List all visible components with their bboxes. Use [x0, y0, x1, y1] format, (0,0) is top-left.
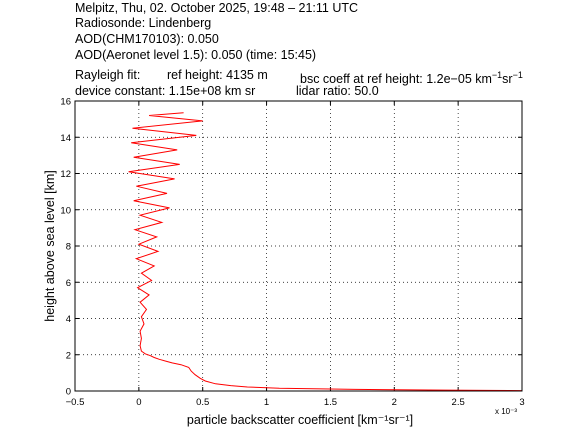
x-axis-multiplier: x 10⁻³: [495, 407, 517, 416]
x-tick-label: 3: [519, 397, 524, 408]
x-tick-label: −0.5: [66, 397, 85, 408]
y-tick-label: 14: [60, 133, 71, 144]
unit-sr-exponent: −1: [512, 70, 523, 80]
unit-sr: sr: [502, 72, 513, 87]
bsc-coeff-label: bsc coeff at ref height: 1.2e−05 km−1sr−…: [300, 68, 523, 87]
series-group: [128, 112, 523, 392]
y-tick-label: 0: [66, 387, 71, 398]
title-location-date: Melpitz, Thu, 02. October 2025, 19:48 – …: [75, 1, 359, 15]
x-tick-label: 0.5: [196, 397, 209, 408]
x-axis-label: particle backscatter coefficient [km⁻¹sr…: [187, 413, 413, 427]
y-tick-label: 8: [66, 242, 71, 253]
x-tick-label: 1: [264, 397, 269, 408]
device-constant-label: device constant: 1.15e+08 km sr: [75, 84, 256, 98]
y-tick-label: 2: [66, 350, 71, 361]
lidar-ratio-label: lidar ratio: 50.0: [296, 84, 379, 98]
y-axis-label: height above sea level [km]: [43, 170, 57, 321]
aod-chm-label: AOD(CHM170103): 0.050: [75, 32, 219, 46]
rayleigh-fit-label: Rayleigh fit:: [75, 68, 141, 82]
y-tick-label: 4: [66, 314, 71, 325]
y-tick-label: 6: [66, 278, 71, 289]
unit-km-exponent: −1: [491, 70, 503, 80]
y-tick-label: 10: [60, 205, 71, 216]
grid-lines: [75, 101, 522, 391]
y-tick-label: 12: [60, 169, 71, 180]
x-tick-label: 2: [392, 397, 397, 408]
radiosonde-label: Radiosonde: Lindenberg: [75, 16, 212, 30]
y-tick-label: 16: [60, 97, 71, 108]
ref-height-label: ref height: 4135 m: [167, 68, 268, 82]
backscatter-profile-line: [128, 112, 523, 392]
bsc-coeff-text: bsc coeff at ref height: 1.2e−05 km: [300, 72, 492, 87]
x-tick-label: 2.5: [452, 397, 465, 408]
x-tick-label: 1.5: [324, 397, 337, 408]
plot-frame: [74, 100, 523, 392]
aod-aeronet-label: AOD(Aeronet level 1.5): 0.050 (time: 15:…: [75, 48, 317, 62]
x-tick-label: 0: [136, 397, 141, 408]
